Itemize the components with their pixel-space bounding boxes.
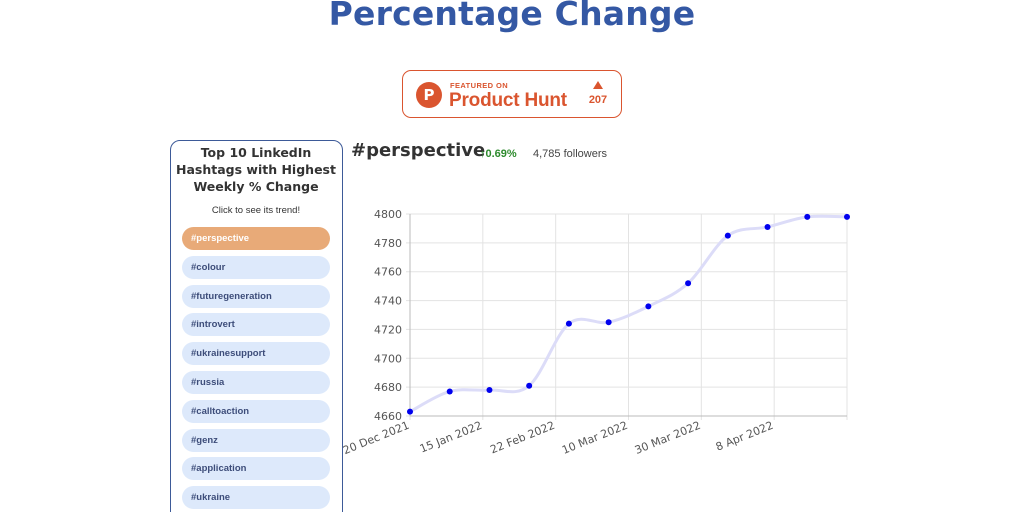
sidebar-hint: Click to see its trend! (211, 205, 301, 216)
data-point (685, 280, 692, 287)
hashtag-item-application[interactable]: #application (182, 457, 330, 481)
product-hunt-name: Product Hunt (449, 90, 567, 111)
weekly-change-badge: ↑0.69% (480, 148, 517, 160)
hashtag-item-calltoaction[interactable]: #calltoaction (182, 399, 330, 423)
hashtag-item-colour[interactable]: #colour (182, 255, 330, 279)
product-hunt-logo-icon: P (416, 82, 442, 108)
y-tick-label: 4720 (374, 323, 402, 336)
y-tick-label: 4740 (374, 295, 402, 308)
data-point (844, 213, 850, 220)
selected-hashtag-title: #perspective (351, 140, 486, 161)
data-point (526, 382, 533, 389)
data-point (645, 303, 652, 310)
follower-trend-chart: 4660 4680 4700 4720 4740 4760 4780 4800 20 Dec 2… (341, 208, 850, 457)
y-tick-label: 4800 (374, 208, 402, 221)
sidebar-title: Top 10 LinkedIn Hashtags with Highest We… (176, 145, 336, 194)
hashtag-item-russia[interactable]: #russia (182, 370, 330, 394)
x-tick-label: 8 Apr 2022 (714, 419, 775, 454)
data-point (446, 388, 453, 395)
data-point (486, 387, 493, 394)
x-tick-label: 10 Mar 2022 (560, 419, 630, 457)
hashtag-item-genz[interactable]: #genz (182, 428, 330, 452)
data-point (407, 408, 413, 415)
data-point (804, 213, 811, 220)
hashtag-item-perspective[interactable]: #perspective (182, 227, 330, 250)
data-point (605, 319, 612, 326)
x-tick-label: 15 Jan 2022 (418, 419, 484, 456)
x-tick-label: 20 Dec 2021 (341, 419, 411, 457)
hashtag-item-ukraine[interactable]: #ukraine (182, 486, 330, 510)
hashtag-item-futuregeneration[interactable]: #futuregeneration (182, 284, 330, 308)
hashtag-list: #perspective #colour #futuregeneration #… (182, 227, 330, 512)
y-tick-label: 4680 (374, 381, 402, 394)
y-tick-label: 4660 (374, 410, 402, 423)
data-point (764, 223, 771, 230)
page-title: Percentage Change (328, 0, 696, 33)
upvote-arrow-icon (593, 81, 603, 89)
x-tick-label: 22 Feb 2022 (488, 419, 556, 457)
y-tick-label: 4780 (374, 237, 402, 250)
hashtag-sidebar: Top 10 LinkedIn Hashtags with Highest We… (170, 140, 343, 512)
product-hunt-badge[interactable]: P FEATURED ON Product Hunt 207 (402, 70, 622, 118)
x-tick-label: 30 Mar 2022 (633, 419, 703, 457)
hashtag-item-introvert[interactable]: #introvert (182, 313, 330, 337)
product-hunt-votes: 207 (588, 94, 608, 106)
y-tick-label: 4700 (374, 352, 402, 365)
y-tick-label: 4760 (374, 266, 402, 279)
product-hunt-featured-label: FEATURED ON (450, 81, 509, 90)
follower-count: 4,785 followers (533, 148, 607, 160)
data-point (565, 320, 572, 327)
hashtag-item-ukrainesupport[interactable]: #ukrainesupport (182, 342, 330, 366)
data-point (724, 232, 731, 239)
